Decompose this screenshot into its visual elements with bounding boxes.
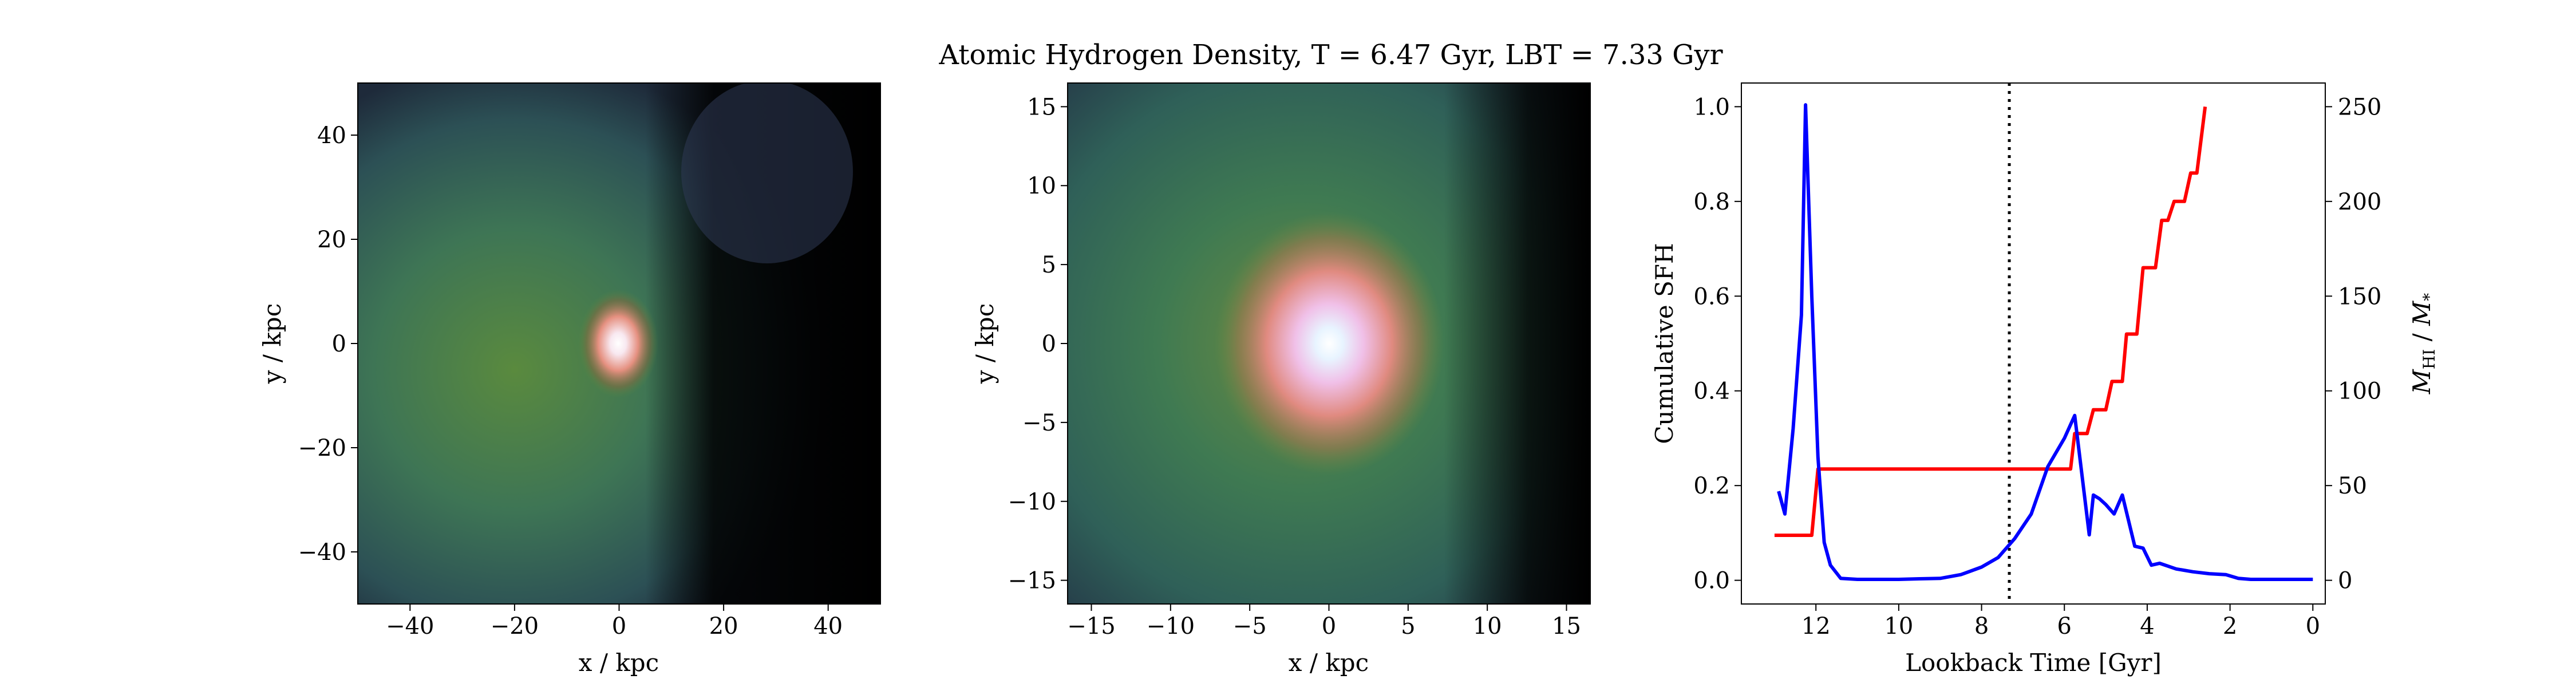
panel-1-ticks: −40 −20 0 20 40 −40 −20 0 20 40 [298, 123, 843, 639]
x-tick-label: −5 [1233, 613, 1267, 639]
x-tick-label: 10 [1884, 613, 1913, 639]
y-tick-label: 0 [332, 331, 346, 357]
panel-2-xlabel: x / kpc [1289, 649, 1369, 677]
cumulative_sfh-series-line [1774, 106, 2207, 537]
y-tick-label: 0 [1042, 331, 1056, 357]
x-tick-label: 0 [612, 613, 626, 639]
panel-1-xlabel: x / kpc [579, 649, 659, 677]
y-tick-label: 5 [1042, 252, 1056, 278]
figure-title: Atomic Hydrogen Density, T = 6.47 Gyr, L… [938, 39, 1722, 71]
panel-2-map: −15 −10 −5 0 5 10 15 −15 −10 −5 0 5 10 15 x / kpc y /… [971, 82, 1591, 677]
y-tick-label: −40 [298, 539, 346, 566]
x-tick-label: 0 [1322, 613, 1336, 639]
panel-3-xlabel: Lookback Time [Gyr] [1905, 649, 2162, 677]
x-tick-label: 4 [2140, 613, 2154, 639]
x-tick-label: 10 [1473, 613, 1502, 639]
panel-1-map: −40 −20 0 20 40 −40 −20 0 20 40 x / kpc y / kpc [258, 82, 881, 677]
x-tick-label: 2 [2223, 613, 2237, 639]
x-tick-label: −10 [1147, 613, 1195, 639]
y-tick-label: −15 [1008, 568, 1056, 594]
x-tick-label: 0 [2306, 613, 2320, 639]
y-right-tick-label: 200 [2338, 189, 2381, 215]
panel-3-plot: 12 10 8 6 4 2 0 0.0 0.2 0.4 0.6 0.8 1.0 0 50 100 150 200 2… [1650, 82, 2439, 677]
panel-1-filament [681, 83, 853, 263]
mhi_ratio-series-line [1777, 103, 2313, 581]
x-tick-label: 6 [2057, 613, 2072, 639]
y-right-tick-label: 250 [2338, 94, 2381, 120]
y-tick-label: −10 [1008, 489, 1056, 515]
x-tick-label: 8 [1974, 613, 1989, 639]
y-tick-label: 10 [1027, 173, 1056, 199]
y-right-tick-label: 150 [2338, 283, 2381, 310]
panel-2-core [1215, 212, 1444, 475]
panel-2-ylabel: y / kpc [971, 303, 999, 384]
y-left-tick-label: 1.0 [1693, 94, 1730, 120]
x-tick-label: 12 [1801, 613, 1831, 639]
x-tick-label: −40 [386, 613, 434, 639]
panel-3-frame [1741, 82, 2326, 605]
panel-3-lines [1774, 83, 2313, 604]
y-left-tick-label: 0.4 [1693, 378, 1730, 405]
y-left-tick-label: 0.0 [1693, 568, 1730, 594]
y-tick-label: −20 [298, 435, 346, 461]
panel-2-ticks: −15 −10 −5 0 5 10 15 −15 −10 −5 0 5 10 15 [1008, 94, 1581, 639]
x-tick-label: 15 [1552, 613, 1581, 639]
panel-1-core [578, 289, 658, 398]
x-tick-label: 20 [709, 613, 738, 639]
panel-3-ylabel-right: MHI / M* [2408, 293, 2439, 394]
x-tick-label: 5 [1401, 613, 1415, 639]
y-tick-label: 20 [317, 227, 346, 253]
y-right-tick-label: 100 [2338, 378, 2381, 405]
panel-3-ylabel-left: Cumulative SFH [1650, 243, 1678, 444]
panel-1-ylabel: y / kpc [258, 303, 286, 384]
y-tick-label: −5 [1022, 410, 1056, 436]
y-right-tick-label: 50 [2338, 473, 2367, 499]
x-tick-label: −20 [491, 613, 539, 639]
y-left-tick-label: 0.6 [1693, 283, 1730, 310]
y-tick-label: 40 [317, 123, 346, 149]
x-tick-label: 40 [813, 613, 843, 639]
y-right-tick-label: 0 [2338, 568, 2352, 594]
y-left-tick-label: 0.2 [1693, 473, 1730, 499]
y-tick-label: 15 [1027, 94, 1056, 120]
panel-3-ticks: 12 10 8 6 4 2 0 0.0 0.2 0.4 0.6 0.8 1.0 0 50 100 150 200 2… [1693, 94, 2381, 639]
x-tick-label: −15 [1067, 613, 1115, 639]
y-left-tick-label: 0.8 [1693, 189, 1730, 215]
